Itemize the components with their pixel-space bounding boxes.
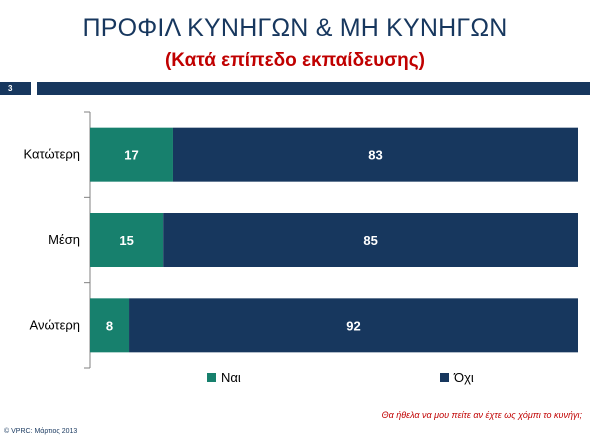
bar-value-label: 85 <box>363 233 377 248</box>
bar-value-label: 8 <box>106 318 113 333</box>
page-title: ΠΡΟΦΙΛ ΚΥΝΗΓΩΝ & ΜΗ ΚΥΝΗΓΩΝ <box>82 14 508 42</box>
legend-swatch <box>207 373 216 382</box>
bar-segment <box>90 298 130 353</box>
category-label: Κατώτερη <box>23 147 80 162</box>
category-label: Μέση <box>48 232 80 247</box>
page-subtitle: (Κατά επίπεδο εκπαίδευσης) <box>164 50 426 71</box>
bar-value-label: 92 <box>346 318 360 333</box>
legend-swatch <box>440 373 449 382</box>
bar-segment <box>90 213 164 267</box>
bar-segment <box>90 127 173 182</box>
header-rule <box>37 82 590 95</box>
bar-value-label: 17 <box>124 148 138 163</box>
survey-question: Θα ήθελα να μου πείτε αν έχτε ως χόμπι τ… <box>381 410 582 420</box>
bar-segment <box>129 298 579 353</box>
copyright-note: © VPRC: Μάρτιος 2013 <box>4 428 78 435</box>
bar-segment <box>163 213 578 267</box>
bar-value-label: 83 <box>368 148 382 163</box>
category-label: Ανώτερη <box>30 317 80 332</box>
bar-value-label: 15 <box>119 233 133 248</box>
legend-label: Όχι <box>453 370 474 385</box>
page-number-badge: 3 <box>0 82 31 95</box>
bar-segment <box>172 127 578 182</box>
legend-label: Ναι <box>221 370 241 385</box>
